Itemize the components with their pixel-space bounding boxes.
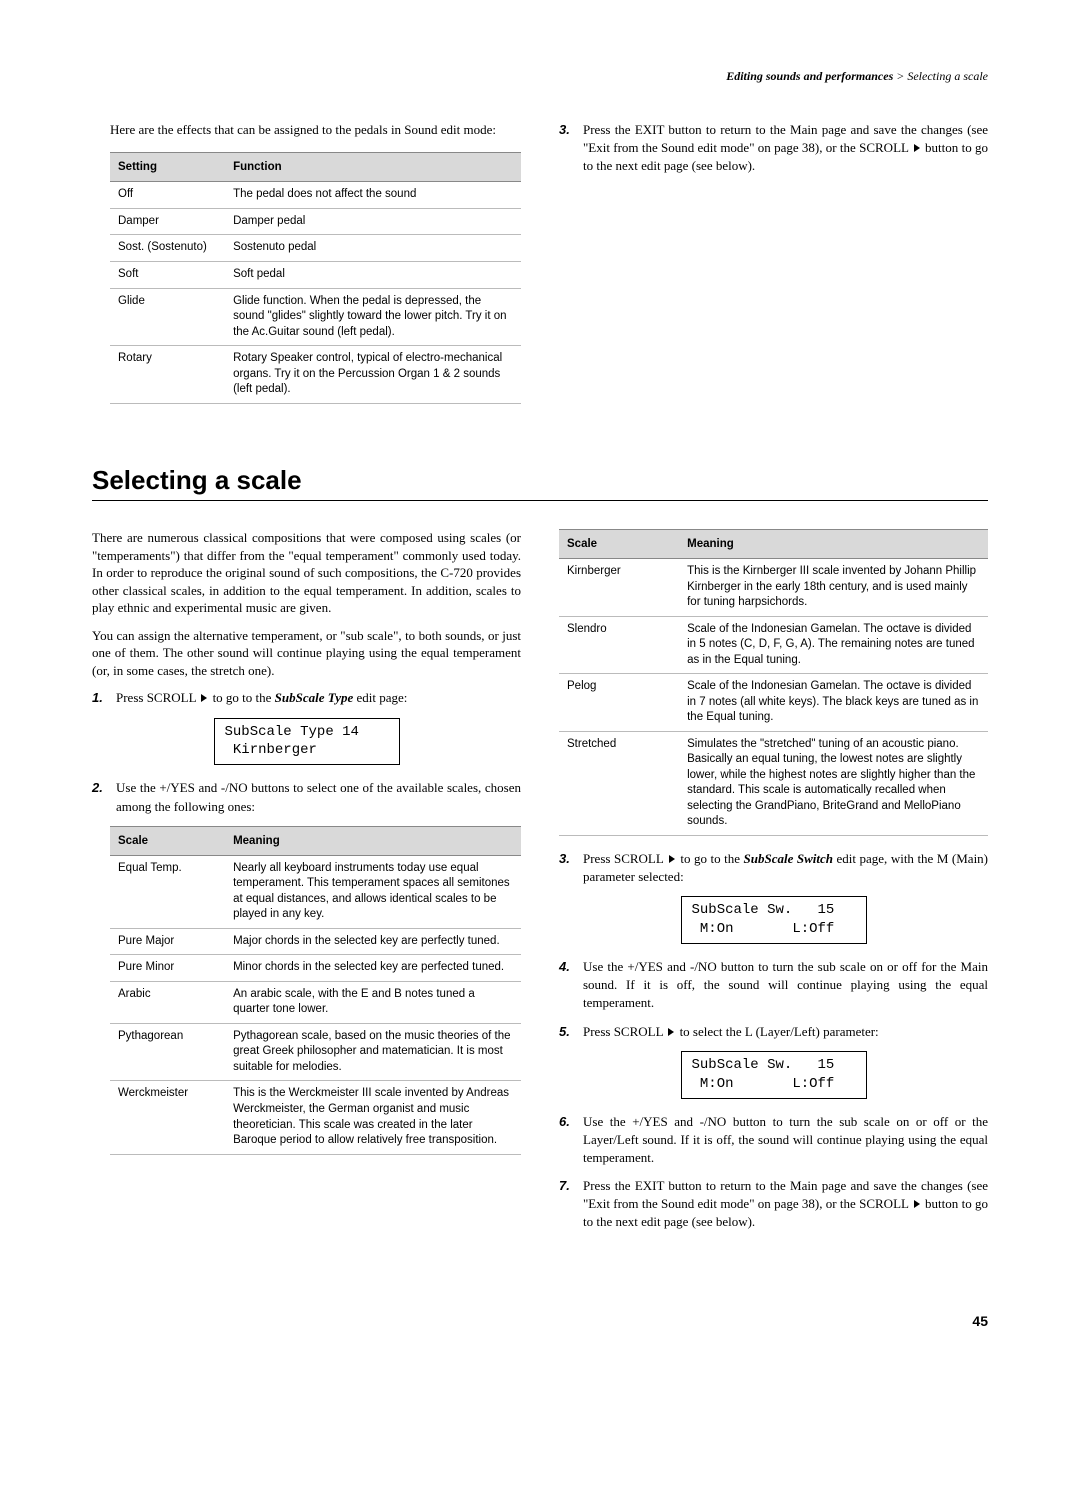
step-3: 3. Press SCROLL to go to the SubScale Sw… <box>559 850 988 886</box>
table-row: Pure MajorMajor chords in the selected k… <box>110 928 521 955</box>
step-4: 4. Use the +/YES and -/NO button to turn… <box>559 958 988 1013</box>
scroll-right-icon <box>669 855 675 863</box>
table-row: PelogScale of the Indonesian Gamelan. Th… <box>559 674 988 732</box>
step-number: 4. <box>559 958 575 1013</box>
pedal-effects-table: Setting Function OffThe pedal does not a… <box>110 152 521 403</box>
table-row: GlideGlide function. When the pedal is d… <box>110 288 521 346</box>
step-number: 7. <box>559 1177 575 1232</box>
scale-th-scale: Scale <box>559 529 679 558</box>
step-6: 6. Use the +/YES and -/NO button to turn… <box>559 1113 988 1168</box>
table-row: KirnbergerThis is the Kirnberger III sca… <box>559 559 988 617</box>
table-row: SlendroScale of the Indonesian Gamelan. … <box>559 616 988 674</box>
para-1: There are numerous classical composition… <box>92 529 521 617</box>
scroll-right-icon <box>668 1028 674 1036</box>
pedal-th-setting: Setting <box>110 153 225 182</box>
scale-table-1: Scale Meaning Equal Temp.Nearly all keyb… <box>110 826 521 1155</box>
breadcrumb-page: Selecting a scale <box>907 69 988 83</box>
breadcrumb-sep: > <box>893 69 907 83</box>
page-number: 45 <box>92 1312 988 1332</box>
lcd-display-1: SubScale Type 14 Kirnberger <box>214 718 400 766</box>
step-number: 2. <box>92 779 108 815</box>
section-title: Selecting a scale <box>92 462 988 498</box>
scroll-right-icon <box>914 1200 920 1208</box>
table-row: DamperDamper pedal <box>110 208 521 235</box>
intro-text: Here are the effects that can be assigne… <box>92 121 521 139</box>
step-1: 1. Press SCROLL to go to the SubScale Ty… <box>92 689 521 707</box>
top-step-3: 3. Press the EXIT button to return to th… <box>559 121 988 176</box>
step-number: 6. <box>559 1113 575 1168</box>
table-row: Equal Temp.Nearly all keyboard instrumen… <box>110 855 521 928</box>
header-breadcrumb: Editing sounds and performances > Select… <box>92 68 988 85</box>
step-number: 3. <box>559 850 575 886</box>
step-5: 5. Press SCROLL to select the L (Layer/L… <box>559 1023 988 1041</box>
scale-th-meaning: Meaning <box>679 529 988 558</box>
table-row: SoftSoft pedal <box>110 261 521 288</box>
pedal-th-function: Function <box>225 153 521 182</box>
lcd-display-2: SubScale Sw. 15 M:On L:Off <box>681 896 867 944</box>
breadcrumb-section: Editing sounds and performances <box>726 69 893 83</box>
scroll-right-icon <box>201 694 207 702</box>
top-columns: Here are the effects that can be assigne… <box>92 121 988 418</box>
step-7: 7. Press the EXIT button to return to th… <box>559 1177 988 1232</box>
table-row: WerckmeisterThis is the Werckmeister III… <box>110 1081 521 1154</box>
para-2: You can assign the alternative temperame… <box>92 627 521 680</box>
step-2: 2. Use the +/YES and -/NO buttons to sel… <box>92 779 521 815</box>
table-row: PythagoreanPythagorean scale, based on t… <box>110 1023 521 1081</box>
table-row: OffThe pedal does not affect the sound <box>110 182 521 209</box>
scroll-right-icon <box>914 144 920 152</box>
scale-table-2: Scale Meaning KirnbergerThis is the Kirn… <box>559 529 988 836</box>
table-row: RotaryRotary Speaker control, typical of… <box>110 346 521 404</box>
table-row: ArabicAn arabic scale, with the E and B … <box>110 981 521 1023</box>
table-row: Pure MinorMinor chords in the selected k… <box>110 955 521 982</box>
scale-th-scale: Scale <box>110 826 225 855</box>
main-columns: There are numerous classical composition… <box>92 529 988 1242</box>
table-row: Sost. (Sostenuto)Sostenuto pedal <box>110 235 521 262</box>
step-number: 5. <box>559 1023 575 1041</box>
section-divider <box>92 500 988 501</box>
scale-th-meaning: Meaning <box>225 826 521 855</box>
step-number: 1. <box>92 689 108 707</box>
step-number: 3. <box>559 121 575 176</box>
table-row: StretchedSimulates the "stretched" tunin… <box>559 731 988 835</box>
lcd-display-3: SubScale Sw. 15 M:On L:Off <box>681 1051 867 1099</box>
